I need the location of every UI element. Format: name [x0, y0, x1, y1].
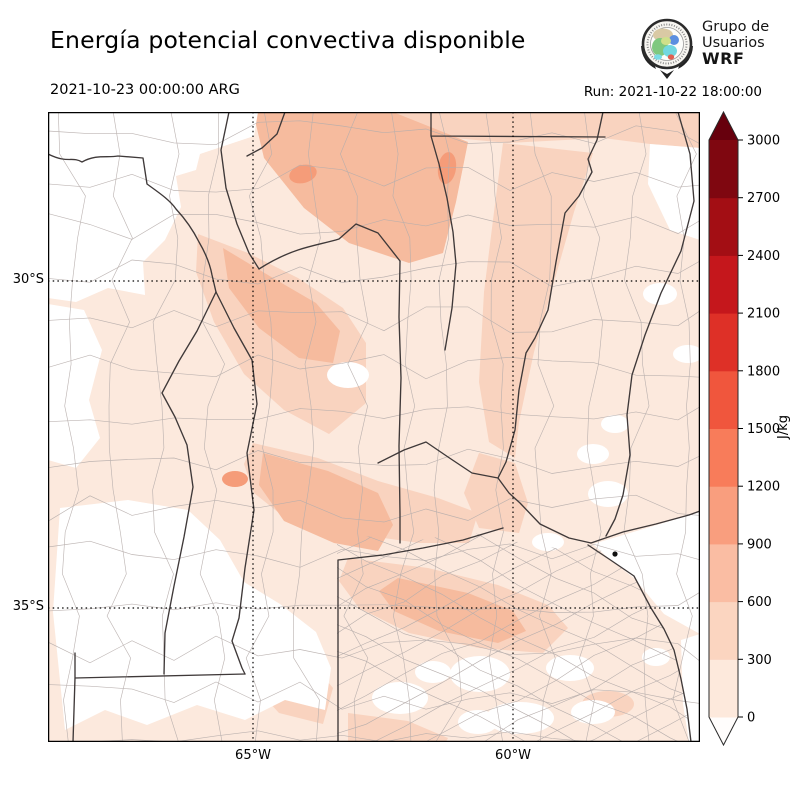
zero-cape-zone: [601, 415, 629, 433]
colorbar-segment: [709, 428, 738, 487]
colorbar-tick-label: 300: [747, 653, 772, 668]
colorbar-segment: [709, 601, 738, 660]
lat-tick-label: 35°S: [12, 599, 44, 614]
cape-level2-region: [479, 143, 593, 458]
lat-tick-label: 30°S: [12, 272, 44, 287]
zero-cape-zone: [486, 702, 554, 734]
zero-cape-zone: [593, 512, 700, 634]
colorbar-tick-label: 2700: [747, 191, 780, 206]
colorbar-tick-label: 1800: [747, 364, 780, 379]
cape-level3-region: [253, 112, 468, 263]
department-boundaries: [48, 112, 700, 742]
cape-level3-region: [223, 248, 340, 363]
colorbar-tick-label: 2400: [747, 249, 780, 264]
map-frame: [48, 112, 700, 742]
colorbar-tick-label: 600: [747, 595, 772, 610]
zero-cape-zone: [372, 682, 428, 714]
colorbar-segment: [709, 486, 738, 545]
logo-text-grupo: Grupo de: [702, 19, 770, 35]
wrf-users-group-logo: Grupo de Usuarios WRF: [636, 10, 798, 82]
lon-tick-label: 65°W: [235, 748, 271, 763]
colorbar-segment: [709, 255, 738, 314]
zero-cape-zone: [415, 661, 451, 683]
page-title: Energía potencial convectiva disponible: [50, 26, 526, 54]
globe-emblem-icon: [641, 18, 693, 79]
zero-cape-zone: [577, 444, 609, 464]
zero-cape-zone: [648, 144, 700, 240]
colorbar-segment: [709, 140, 738, 199]
cape-level3-region: [259, 453, 393, 551]
zero-cape-zone: [532, 533, 564, 551]
logo-text-usuarios: Usuarios: [702, 35, 765, 51]
zero-cape-zone: [673, 345, 700, 363]
colorbar-segment: [709, 543, 738, 603]
cape-level4-maximum: [289, 164, 317, 184]
logo-text-wrf: WRF: [702, 49, 745, 68]
cape-level2-region: [388, 112, 700, 148]
cape-level2-region: [464, 453, 528, 533]
colorbar-segment: [709, 659, 738, 718]
map-canvas: [48, 112, 700, 742]
zero-cape-zone: [48, 112, 258, 302]
colorbar-tick-label: 2100: [747, 307, 780, 322]
zero-cape-zone: [327, 362, 369, 388]
lon-tick-label: 60°W: [495, 748, 531, 763]
colorbar-under-arrow: [709, 717, 738, 745]
city-marker: [612, 551, 618, 557]
zero-cape-zone: [48, 304, 102, 468]
zero-cape-zone: [458, 710, 498, 734]
colorbar-tick-label: 3000: [747, 134, 780, 149]
graticule: [48, 112, 700, 742]
zero-cape-zone: [588, 481, 628, 507]
colorbar-unit-label: J/kg: [776, 415, 791, 439]
colorbar-segment: [709, 370, 738, 429]
colorbar: 0 300 600 900 1200 1500 1800 2100 2400 2700 3000: [708, 110, 780, 747]
province-boundaries: [48, 112, 700, 742]
colorbar-over-arrow: [709, 112, 738, 140]
colorbar-tick-label: 900: [747, 537, 772, 552]
colorbar-tick-label: 1500: [747, 422, 780, 437]
zero-cape-zone: [450, 656, 510, 692]
cape-filled-contour-map: [48, 112, 700, 742]
colorbar-tick-label: 0: [747, 711, 755, 726]
zero-cape-zone: [53, 500, 331, 730]
colorbar-segment: [709, 313, 738, 372]
cape-level4-maximum: [222, 471, 248, 487]
zero-cape-zone: [571, 700, 615, 724]
zero-cape-zone: [546, 655, 594, 681]
colorbar-tick-label: 1200: [747, 480, 780, 495]
valid-time-label: 2021-10-23 00:00:00 ARG: [50, 82, 240, 98]
zero-cape-zone: [681, 634, 700, 742]
colorbar-segment: [709, 197, 738, 256]
model-run-label: Run: 2021-10-22 18:00:00: [583, 84, 762, 100]
